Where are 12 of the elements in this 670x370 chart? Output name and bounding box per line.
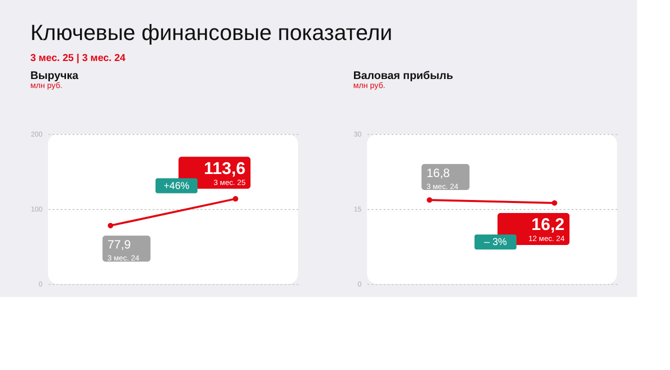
annotation: +46% [164,180,190,192]
y-axis-title: млн руб. [353,81,386,90]
annotation: – 3% [484,237,508,248]
data-label: 113,6 [204,158,246,178]
text: Ключевые финансовые показатели [30,20,392,45]
chart-title: Выручка [30,70,80,82]
text: 3 мес. 25 | 3 мес. 24 [30,53,126,64]
y-axis-title: млн руб. [30,81,62,90]
chart-title: Валовая прибыль [353,70,454,82]
data-label: 16,8 [426,166,450,180]
data-label: 16,2 [531,215,564,234]
data-label: 77,9 [108,238,132,252]
